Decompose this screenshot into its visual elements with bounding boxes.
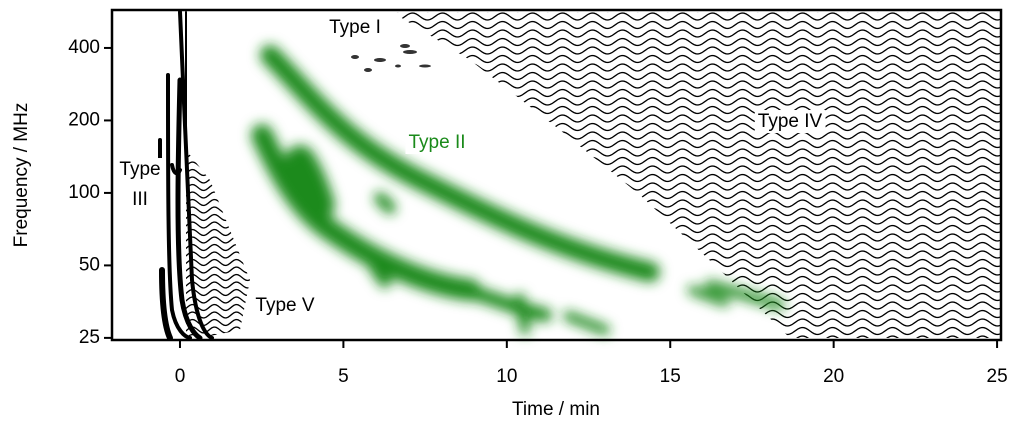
x-tick-label: 0 — [175, 366, 186, 387]
annotation-bg — [129, 188, 151, 212]
wave-line — [186, 198, 250, 207]
x-tick-label: 15 — [660, 366, 681, 387]
wave-line — [392, 233, 1000, 242]
wave-line — [392, 216, 1000, 225]
wave-line — [186, 303, 250, 312]
wave-line — [392, 46, 1000, 55]
wave-line — [392, 250, 1000, 259]
wave-line — [392, 131, 1000, 140]
wave-line — [392, 224, 1000, 234]
y-tick-label: 50 — [79, 254, 100, 275]
wave-line — [392, 258, 1000, 268]
x-axis-label: Time / min — [512, 399, 600, 420]
annotation: Type — [119, 159, 160, 180]
wave-line — [392, 105, 1000, 115]
annotation: Type V — [255, 295, 314, 316]
wave-line — [392, 139, 1000, 149]
wave-line — [186, 176, 250, 184]
wave-line — [186, 161, 250, 169]
annotation-bg — [252, 294, 318, 318]
wave-line — [392, 114, 1000, 123]
wave-line — [392, 80, 1000, 89]
wave-line — [392, 165, 1000, 174]
annotation-bg — [326, 16, 384, 40]
annotation-bg — [754, 110, 826, 134]
wave-line — [392, 309, 1000, 319]
annotation: Type II — [408, 132, 465, 153]
wave-line — [186, 191, 250, 199]
annotation: Type I — [329, 17, 381, 38]
wave-line — [180, 342, 260, 348]
wave-line — [392, 37, 1000, 47]
annotation-bg — [405, 131, 469, 155]
type-iii-bursts — [158, 10, 214, 341]
wave-line — [392, 20, 1000, 30]
y-tick-label: 25 — [79, 327, 100, 348]
wave-line — [392, 156, 1000, 166]
wave-line — [392, 122, 1000, 132]
wave-line — [392, 54, 1000, 64]
annotation: Type IV — [758, 111, 823, 132]
wave-line — [392, 335, 1000, 338]
wave-line — [186, 153, 250, 162]
type-i-bursts — [351, 44, 431, 72]
x-tick-label: 25 — [987, 366, 1008, 387]
wave-line — [392, 241, 1000, 251]
wave-line — [392, 182, 1000, 191]
wave-line — [392, 267, 1000, 276]
wave-line — [392, 12, 1000, 21]
wave-line — [186, 168, 250, 177]
wave-line — [392, 29, 1000, 38]
y-tick-label: 400 — [68, 37, 100, 58]
wave-line — [392, 63, 1000, 72]
x-tick-label: 20 — [823, 366, 844, 387]
wave-line — [186, 213, 250, 222]
y-tick-label: 100 — [68, 182, 100, 203]
wave-line — [392, 173, 1000, 183]
annotation: III — [132, 189, 148, 210]
annotation-bg — [116, 158, 164, 182]
wave-line — [392, 326, 1000, 336]
type-ii-region — [251, 45, 785, 335]
wave-line — [392, 148, 1000, 157]
wave-line — [186, 206, 250, 214]
wave-line — [186, 311, 250, 319]
x-tick-label: 5 — [338, 366, 349, 387]
wave-line — [392, 88, 1000, 98]
wave-line — [186, 150, 250, 154]
wave-line — [392, 301, 1000, 310]
wave-line — [392, 97, 1000, 106]
wave-line — [186, 221, 250, 229]
wave-line — [186, 228, 250, 237]
wave-line — [392, 71, 1000, 81]
wave-line — [186, 183, 250, 192]
wave-line — [186, 296, 250, 304]
y-tick-label: 200 — [68, 109, 100, 130]
y-axis-label: Frequency / MHz — [11, 103, 32, 248]
plot-frame — [110, 8, 1003, 342]
x-tick-label: 10 — [496, 366, 517, 387]
wave-line — [392, 318, 1000, 327]
